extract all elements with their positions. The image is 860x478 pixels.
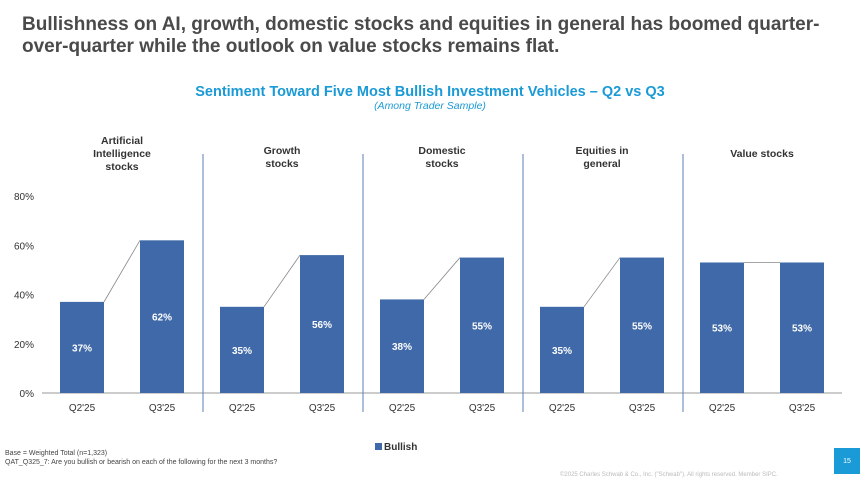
group-title-line: Intelligence [93,148,151,160]
bar [300,255,344,393]
x-tick-label: Q2'25 [549,403,576,414]
copyright: ©2025 Charles Schwab & Co., Inc. ("Schwa… [560,472,778,478]
bar-value-label: 53% [792,324,812,335]
group-title-line: Growth [264,145,301,157]
chart-title: Sentiment Toward Five Most Bullish Inves… [195,84,665,100]
y-tick-label: 80% [14,192,34,203]
headline: Bullishness on AI, growth, domestic stoc… [22,14,820,57]
chart-subtitle: (Among Trader Sample) [374,100,486,112]
group-title-line: Artificial [101,135,143,147]
footnote-base: Base = Weighted Total (n=1,323) [5,450,108,457]
connector-line [423,257,461,300]
group-title-line: stocks [105,161,138,173]
x-tick-label: Q2'25 [389,403,416,414]
x-tick-label: Q2'25 [69,403,96,414]
group-title-line: stocks [425,158,458,170]
legend-swatch [375,443,382,450]
legend-label: Bullish [384,442,417,453]
footnote-question: QAT_Q325_7: Are you bullish or bearish o… [5,459,278,466]
bar-value-label: 37% [72,343,92,354]
bar-value-label: 62% [152,313,172,324]
group-title-line: stocks [265,158,298,170]
bar-value-label: 55% [472,321,492,332]
y-tick-label: 60% [14,241,34,252]
x-tick-label: Q3'25 [469,403,496,414]
bar-value-label: 35% [552,346,572,357]
y-tick-label: 40% [14,291,34,302]
x-tick-label: Q3'25 [789,403,816,414]
group-title-line: Domestic [418,145,465,157]
bar [60,301,104,393]
group-title-line: Equities in [575,145,628,157]
x-tick-label: Q3'25 [629,403,656,414]
page-number: 15 [834,448,860,474]
x-tick-label: Q2'25 [229,403,256,414]
bar [620,257,664,393]
connector-line [103,240,141,303]
bar [780,262,824,393]
bar [220,306,264,393]
y-tick-label: 0% [20,389,35,400]
bar-value-label: 56% [312,320,332,331]
y-tick-label: 20% [14,340,34,351]
group-title-line: Value stocks [730,148,794,160]
connector-line [583,257,621,308]
bar [380,299,424,393]
bar-value-label: 35% [232,346,252,357]
bar [540,306,584,393]
connector-line [263,254,301,308]
x-tick-label: Q2'25 [709,403,736,414]
bar-value-label: 53% [712,324,732,335]
bar [140,240,184,393]
bar-value-label: 38% [392,342,412,353]
group-title-line: general [583,158,620,170]
x-tick-label: Q3'25 [309,403,336,414]
bar [460,257,504,393]
bar-value-label: 55% [632,321,652,332]
bar [700,262,744,393]
x-tick-label: Q3'25 [149,403,176,414]
